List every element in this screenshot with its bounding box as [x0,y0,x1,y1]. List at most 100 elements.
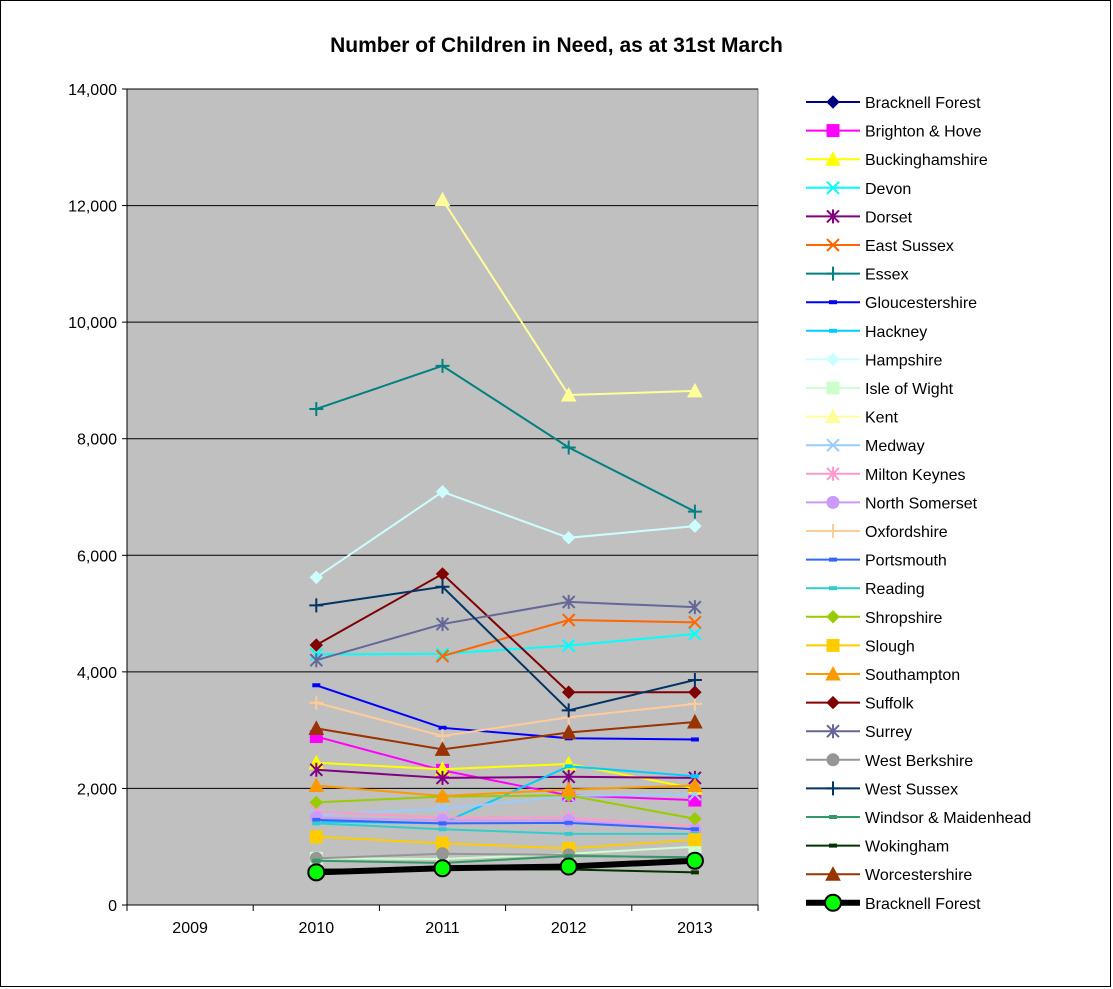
series-line [316,816,695,831]
axes [122,88,759,911]
data-point [564,831,573,836]
legend: Bracknell Forest Brighton & Hove Buckingha… [806,95,1031,913]
legend-label: Bracknell Forest [865,95,981,112]
legend-item: Hackney [806,324,927,341]
data-point [309,653,324,668]
series-line [315,364,696,513]
series-line [316,822,695,835]
y-tick-label: 12,000 [68,199,117,216]
data-point [434,741,451,756]
data-point [435,649,450,663]
y-tick-label: 4,000 [77,665,117,682]
legend-label: Buckinghamshire [865,152,988,169]
data-point [564,764,573,769]
legend-item: Slough [806,638,915,655]
series-5 [435,613,702,663]
x-tick-label: 2011 [425,920,460,937]
series-line [316,818,695,831]
series-line [316,735,695,802]
data-point [825,665,841,681]
series-line [316,857,696,876]
data-point [685,851,704,870]
data-point [690,774,699,779]
legend-item: Dorset [806,209,913,226]
series-15 [309,695,702,743]
data-point [826,95,840,109]
series-line [316,600,695,662]
legend-item: Bracknell Forest [806,95,981,112]
data-point [688,685,702,699]
x-tick-label: 2012 [551,920,587,937]
y-tick-label: 6,000 [77,548,117,565]
series-28 [307,851,704,882]
legend-label: Oxfordshire [865,524,948,541]
legend-label: Gloucestershire [865,295,977,312]
data-point [829,328,837,333]
data-point [309,638,324,652]
legend-label: Shropshire [865,610,942,627]
data-point [561,594,576,609]
series-line [315,490,695,579]
legend-label: Southampton [865,667,960,684]
data-point [312,683,321,688]
series-line [316,585,696,712]
series-line [315,684,695,741]
data-point [690,870,699,875]
data-point [435,485,450,499]
legend-label: West Berkshire [865,753,973,770]
data-point [826,610,840,624]
data-point [826,753,840,767]
data-point [687,713,703,729]
x-tick-label: 2009 [172,920,208,937]
data-point [561,769,576,784]
legend-item: Shropshire [806,610,942,627]
x-tick-label: 2013 [677,920,713,937]
legend-item: Hampshire [806,352,942,369]
data-point [826,695,840,710]
chart-title: Number of Children in Need, as at 31st M… [330,34,783,57]
legend-label: Bracknell Forest [865,896,981,913]
legend-item: Windsor & Maidenhead [806,810,1031,827]
series-line [316,761,696,790]
series-9 [309,485,702,585]
data-point [690,737,699,742]
data-point [826,524,840,538]
data-point [829,557,837,562]
legend-label: Wokingham [865,839,949,856]
legend-item: Devon [806,181,911,198]
legend-item: West Sussex [806,781,958,798]
legend-item: Southampton [806,665,960,684]
data-point [309,598,324,613]
data-point [687,696,702,711]
legend-label: Windsor & Maidenhead [865,810,1031,827]
data-point [826,266,840,281]
series-line [316,855,695,865]
legend-item: West Berkshire [806,753,973,770]
data-point [561,440,576,455]
data-point [826,466,840,481]
data-point [825,151,841,166]
gridlines [127,88,758,789]
legend-label: East Sussex [865,238,954,255]
legend-label: Reading [865,581,925,598]
data-point [312,858,321,863]
data-point [561,613,576,627]
data-point [826,495,840,509]
series-line [316,810,695,828]
legend-label: Slough [865,638,915,655]
legend-label: Milton Keynes [865,467,966,484]
legend-item: Reading [806,581,925,598]
data-point [438,827,447,832]
data-point [829,586,837,591]
legend-item: Brighton & Hove [806,124,982,141]
data-point [435,770,450,785]
series-27 [308,713,703,756]
legend-label: Brighton & Hove [865,124,982,141]
series-line [316,720,695,751]
legend-item: Kent [806,408,898,427]
series-line [316,794,696,820]
legend-item: Portsmouth [806,553,947,570]
data-point [826,381,840,395]
data-point [687,382,703,398]
y-tick-label: 14,000 [68,82,117,99]
